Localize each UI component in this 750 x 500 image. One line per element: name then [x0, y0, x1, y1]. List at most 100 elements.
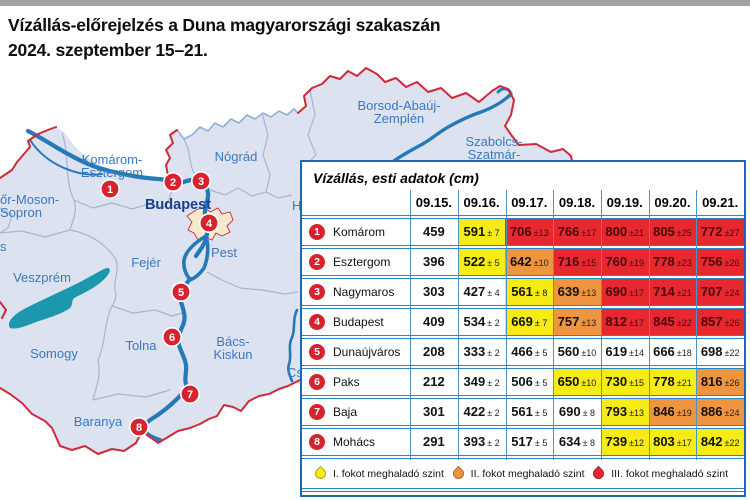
- lake-balaton: [8, 267, 110, 329]
- value-cell: 506 ± 5: [505, 369, 553, 395]
- uncertainty-value: ± 2: [487, 348, 500, 358]
- value-cell: 619 ±14: [601, 339, 649, 365]
- water-level-value: 812: [605, 314, 628, 329]
- uncertainty-value: ± 8: [582, 408, 596, 418]
- uncertainty-value: ±22: [724, 348, 740, 358]
- value-cell: 642 ±10: [505, 249, 554, 275]
- legend-item: II. fokot meghaladó szint: [450, 465, 585, 482]
- uncertainty-value: ±22: [724, 438, 740, 448]
- value-cell: 793 ±13: [600, 399, 649, 425]
- value-cell: 427 ± 4: [458, 279, 506, 305]
- legend-label: I. fokot meghaladó szint: [333, 467, 444, 480]
- value-cell: 716 ±15: [553, 249, 601, 275]
- water-level-value: 669: [511, 314, 533, 329]
- county-label: Pest: [211, 245, 237, 260]
- county-label: Tolna: [125, 338, 157, 353]
- uncertainty-value: ±10: [581, 378, 597, 388]
- uncertainty-value: ± 4: [487, 288, 500, 298]
- value-cell: 846 ±19: [648, 399, 697, 425]
- station-name: Nagymaros: [333, 285, 395, 299]
- station-marker-2: 2: [163, 172, 184, 193]
- value-cell: 739 ±12: [600, 429, 649, 455]
- tisza-river: [392, 92, 513, 163]
- station-number-badge: 4: [309, 314, 325, 330]
- county-label: Somogy: [30, 346, 78, 361]
- uncertainty-value: ±24: [724, 288, 740, 298]
- uncertainty-value: ±10: [581, 348, 597, 358]
- value-cell: 690 ± 8: [553, 399, 601, 425]
- water-level-value: 561: [511, 404, 533, 419]
- table-header-row: 09.15. 09.16. 09.17. 09.18. 09.19. 09.20. 09.2…: [302, 190, 744, 215]
- station-column-header: [302, 190, 410, 215]
- uncertainty-value: ± 5: [534, 408, 548, 418]
- water-level-value: 466: [511, 344, 533, 359]
- ipoly-border-river: [176, 107, 299, 141]
- mosoni-duna-branch: [29, 139, 103, 176]
- water-level-value: 778: [653, 374, 675, 389]
- station-number-badge: 2: [309, 254, 325, 270]
- water-level-value: 714: [653, 284, 675, 299]
- value-cell: 816 ±26: [696, 369, 744, 395]
- value-cell: 857 ±26: [696, 309, 744, 335]
- top-gray-bar: [0, 0, 750, 6]
- uncertainty-value: ±12: [629, 438, 645, 448]
- county-label: Fejér: [131, 255, 161, 270]
- date-column-header: 09.20.: [654, 195, 691, 210]
- value-cell: 707 ±24: [696, 279, 744, 305]
- table-title: Vízállás, esti adatok (cm): [313, 170, 479, 186]
- value-cell: 812 ±17: [600, 309, 649, 335]
- water-level-value: 846: [653, 404, 675, 419]
- row-separator: [302, 455, 744, 459]
- uncertainty-value: ±26: [724, 258, 740, 268]
- table-body: 1 Komárom 459 591 ± 7 706 ±13 766 ±17 800 ±21 805 ±2…: [302, 219, 744, 459]
- value-cell: 291: [410, 429, 458, 455]
- row-separator: [302, 425, 744, 429]
- value-cell: 842 ±22: [696, 429, 744, 455]
- marker-number: 3: [198, 176, 204, 188]
- value-cell: 766 ±17: [553, 219, 601, 245]
- water-level-value: 409: [423, 314, 445, 329]
- marker-number: 6: [169, 332, 175, 344]
- station-cell: 5 Dunaújváros: [302, 339, 410, 365]
- uncertainty-value: ± 5: [487, 258, 500, 268]
- date-column-header: 09.17.: [511, 195, 548, 210]
- county-label: Baranya: [74, 414, 123, 429]
- water-level-table-panel: Vízállás, esti adatok (cm) 09.15. 09.16. 0…: [300, 160, 746, 497]
- county-label: őr-Moson-Sopron: [0, 192, 59, 220]
- value-cell: 349 ± 2: [458, 369, 506, 395]
- date-column-header: 09.16.: [463, 195, 500, 210]
- value-cell: 698 ±22: [696, 339, 744, 365]
- station-marker-5: 5: [171, 281, 192, 302]
- flood-level-legend: I. fokot meghaladó szint II. fokot meghal…: [302, 459, 744, 488]
- station-cell: 4 Budapest: [302, 309, 410, 335]
- row-separator: [302, 305, 744, 309]
- uncertainty-value: ± 2: [487, 318, 500, 328]
- water-level-value: 212: [423, 374, 445, 389]
- water-level-value: 396: [423, 254, 445, 269]
- value-cell: 522 ± 5: [457, 249, 506, 275]
- marker-number: 4: [206, 218, 213, 230]
- value-cell: 466 ± 5: [505, 339, 553, 365]
- station-cell: 8 Mohács: [302, 429, 410, 455]
- value-cell: 805 ±25: [648, 219, 697, 245]
- value-cell: 757 ±13: [553, 309, 601, 335]
- marker-circle: [100, 179, 121, 200]
- station-marker-8: 8: [129, 416, 150, 437]
- county-labels: Komárom-Esztergom Nógrád Borsod-Abaúj-Zemp…: [0, 98, 523, 429]
- header-separator: [302, 215, 744, 219]
- row-separator: [302, 275, 744, 279]
- county-label: s: [0, 239, 7, 254]
- value-cell: 561 ± 5: [505, 399, 553, 425]
- droplet-icon: [590, 465, 607, 482]
- uncertainty-value: ± 2: [487, 408, 500, 418]
- water-level-value: 716: [557, 254, 580, 269]
- uncertainty-value: ±15: [581, 258, 597, 268]
- water-level-value: 560: [557, 344, 580, 359]
- value-cell: 756 ±26: [696, 249, 744, 275]
- station-cell: 7 Baja: [302, 399, 410, 425]
- uncertainty-value: ±19: [676, 408, 692, 418]
- value-cell: 730 ±15: [600, 369, 649, 395]
- station-name: Dunaújváros: [333, 345, 401, 359]
- water-level-value: 845: [653, 314, 675, 329]
- uncertainty-value: ± 2: [487, 438, 500, 448]
